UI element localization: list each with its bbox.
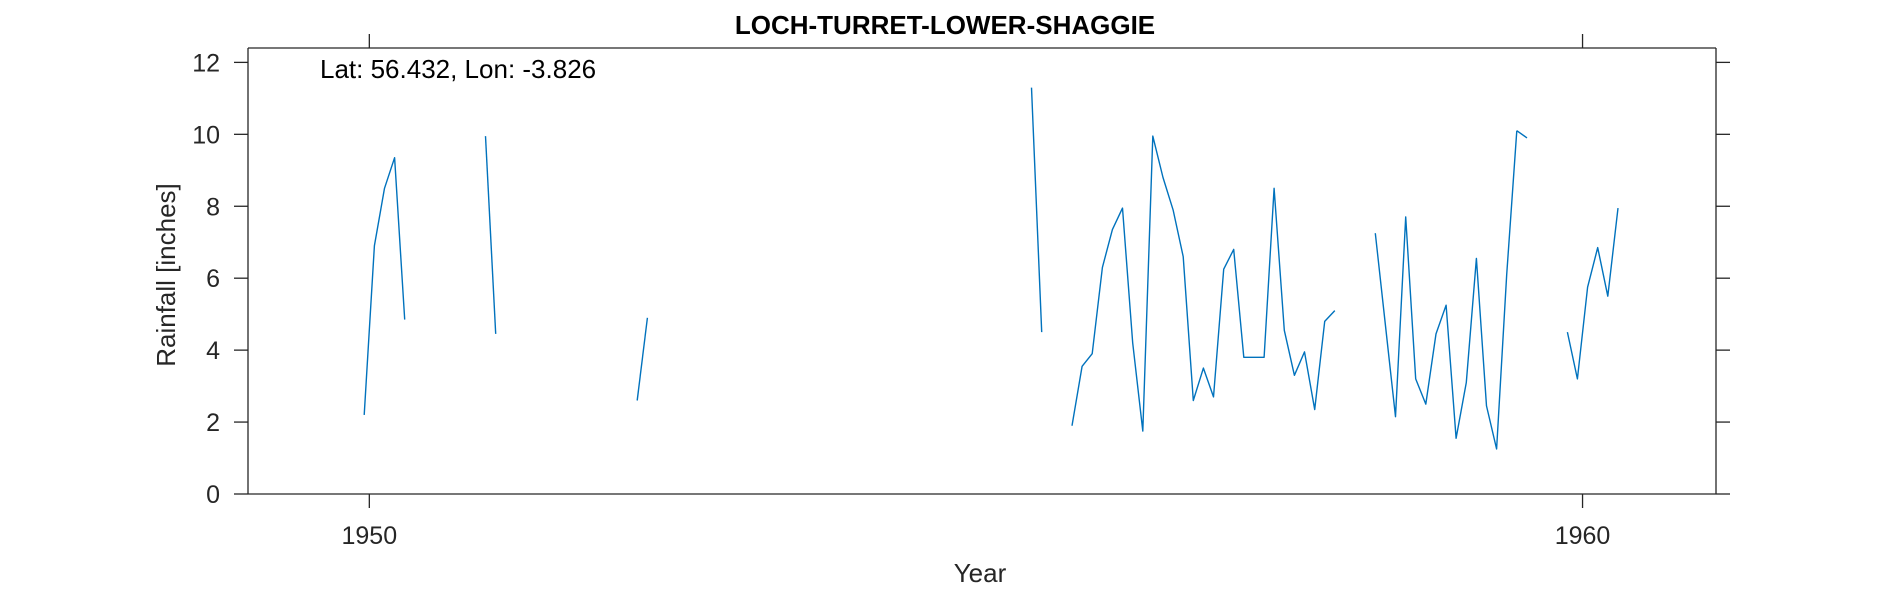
series-line-segment [1374,130,1518,450]
series-line-segment [1566,208,1619,380]
series-line-segment [363,156,406,415]
x-tick-label: 1960 [1555,522,1611,550]
y-tick-label: 4 [206,337,220,365]
series-line-segment [484,136,497,334]
y-tick-label: 6 [206,265,220,293]
y-tick-label: 2 [206,409,220,437]
y-axis-label: Rainfall [inches] [151,183,181,367]
y-tick-label: 10 [192,121,220,149]
series-rainfall [363,87,1619,450]
chart-title: LOCH-TURRET-LOWER-SHAGGIE [735,10,1155,40]
series-line-segment [1516,130,1528,139]
series-line-segment [1071,135,1336,432]
series-line-segment [636,317,649,401]
x-axis-label: Year [954,558,1007,588]
y-tick-label: 0 [206,481,220,509]
y-tick-label: 12 [192,49,220,77]
y-tick-label: 8 [206,193,220,221]
location-annotation: Lat: 56.432, Lon: -3.826 [320,54,596,84]
series-line-segment [1030,87,1043,333]
plot-axes [247,47,1717,495]
axis-ticks: 0 2 4 6 8 10 12 1950 1960 [192,34,1730,550]
x-tick-label: 1950 [342,522,398,550]
